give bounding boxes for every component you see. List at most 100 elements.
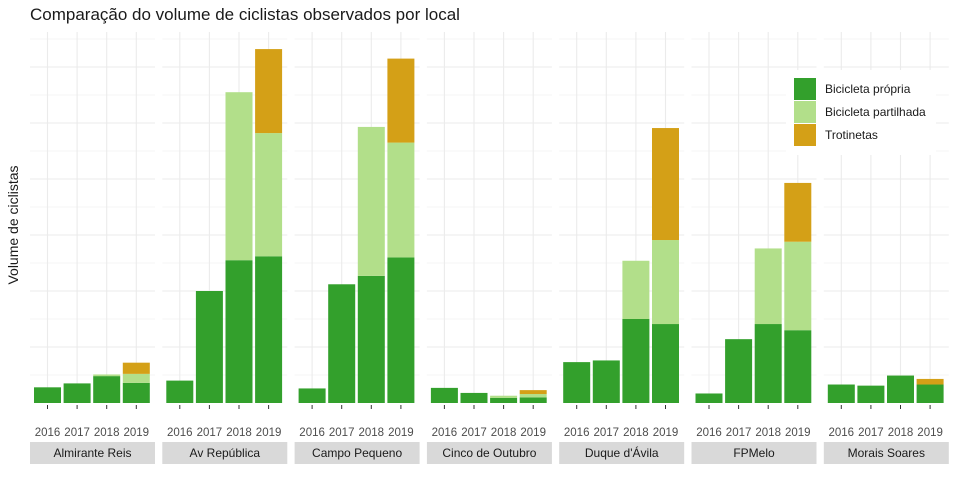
bar-bicicleta-propria-campo-pequeno-2019: Campo Pequeno 2019 — Bicicleta própria: … bbox=[387, 257, 415, 403]
x-tick-label: 2018 bbox=[359, 427, 385, 439]
x-tick-label: 2017 bbox=[594, 427, 620, 439]
legend-key-bicicleta-partilhada bbox=[794, 101, 816, 123]
bar-trotinetas-fpmelo-2019: FPMelo 2019 — Trotinetas: 1.05 bbox=[784, 182, 812, 242]
facet-panel-duque-d-avila: Duque d'Ávila 2016 — Bicicleta própria: … bbox=[559, 32, 685, 464]
x-tick-label: 2016 bbox=[35, 427, 61, 439]
bar-bicicleta-partilhada-campo-pequeno-2019: Campo Pequeno 2019 — Bicicleta partilhad… bbox=[387, 142, 415, 258]
bar-bicicleta-propria-morais-soares-2018: Morais Soares 2018 — Bicicleta própria: … bbox=[887, 375, 914, 403]
bar-bicicleta-propria-morais-soares-2019: Morais Soares 2019 — Bicicleta própria: … bbox=[916, 384, 944, 403]
legend-key-bicicleta-propria bbox=[794, 78, 816, 100]
facet-panels: Almirante Reis 2016 — Bicicleta própria:… bbox=[30, 32, 949, 464]
x-tick-label: 2017 bbox=[329, 427, 355, 439]
bar-trotinetas-almirante-reis-2019: Almirante Reis 2019 — Trotinetas: 0.2 bbox=[122, 362, 150, 374]
bar-bicicleta-propria-duque-d-avila-2019: Duque d'Ávila 2019 — Bicicleta própria: … bbox=[652, 324, 679, 403]
legend-label-bicicleta-partilhada: Bicicleta partilhada bbox=[825, 105, 926, 119]
bar-bicicleta-partilhada-fpmelo-2019: FPMelo 2019 — Bicicleta partilhada: 1.58 bbox=[784, 241, 812, 331]
x-tick-label: 2017 bbox=[197, 427, 223, 439]
bar-bicicleta-propria-morais-soares-2017: Morais Soares 2017 — Bicicleta própria: … bbox=[857, 385, 885, 403]
x-tick-label: 2019 bbox=[917, 427, 943, 439]
bar-trotinetas-campo-pequeno-2019: Campo Pequeno 2019 — Trotinetas: 1.5 bbox=[387, 58, 415, 143]
bar-bicicleta-propria-cinco-de-outubro-2016: Cinco de Outubro 2016 — Bicicleta própri… bbox=[430, 387, 458, 403]
bar-bicicleta-partilhada-almirante-reis-2019: Almirante Reis 2019 — Bicicleta partilha… bbox=[122, 373, 150, 383]
bar-trotinetas-av-republica-2019: Av República 2019 — Trotinetas: 1.5 bbox=[255, 49, 283, 134]
x-tick-label: 2016 bbox=[167, 427, 193, 439]
x-tick-label: 2018 bbox=[94, 427, 120, 439]
x-tick-label: 2019 bbox=[388, 427, 414, 439]
bar-bicicleta-partilhada-cinco-de-outubro-2018: Cinco de Outubro 2018 — Bicicleta partil… bbox=[490, 395, 518, 398]
x-tick-label: 2018 bbox=[226, 427, 252, 439]
x-tick-label: 2016 bbox=[432, 427, 458, 439]
facet-strip bbox=[426, 442, 552, 464]
legend-label-trotinetas: Trotinetas bbox=[825, 128, 878, 142]
bar-bicicleta-partilhada-almirante-reis-2018: Almirante Reis 2018 — Bicicleta partilha… bbox=[93, 374, 121, 377]
facet-strip-label: Morais Soares bbox=[848, 446, 925, 460]
bar-trotinetas-morais-soares-2019: Morais Soares 2019 — Trotinetas: 0.1 bbox=[916, 378, 944, 385]
x-tick-label: 2018 bbox=[623, 427, 649, 439]
bar-bicicleta-propria-almirante-reis-2018: Almirante Reis 2018 — Bicicleta própria:… bbox=[93, 376, 121, 403]
bar-bicicleta-propria-almirante-reis-2019: Almirante Reis 2019 — Bicicleta própria:… bbox=[122, 382, 150, 403]
facet-panel-morais-soares: Morais Soares 2016 — Bicicleta própria: … bbox=[823, 32, 949, 464]
bar-bicicleta-propria-fpmelo-2019: FPMelo 2019 — Bicicleta própria: 1.3 bbox=[784, 330, 812, 403]
facet-strip-label: Av República bbox=[190, 446, 261, 460]
bar-bicicleta-propria-av-republica-2018: Av República 2018 — Bicicleta própria: 2… bbox=[225, 260, 253, 403]
bar-bicicleta-propria-duque-d-avila-2016: Duque d'Ávila 2016 — Bicicleta própria: … bbox=[563, 362, 591, 403]
bar-trotinetas-cinco-de-outubro-2019: Cinco de Outubro 2019 — Trotinetas: 0.07 bbox=[519, 390, 547, 395]
bar-bicicleta-propria-cinco-de-outubro-2018: Cinco de Outubro 2018 — Bicicleta própri… bbox=[490, 397, 518, 403]
bar-bicicleta-partilhada-duque-d-avila-2019: Duque d'Ávila 2019 — Bicicleta partilhad… bbox=[652, 240, 679, 325]
bar-bicicleta-propria-morais-soares-2016: Morais Soares 2016 — Bicicleta própria: … bbox=[827, 384, 855, 403]
y-axis-title: Volume de ciclistas bbox=[5, 165, 21, 284]
facet-strip-label: Duque d'Ávila bbox=[585, 445, 659, 460]
x-tick-label: 2019 bbox=[256, 427, 282, 439]
x-tick-label: 2017 bbox=[64, 427, 90, 439]
bar-bicicleta-propria-cinco-de-outubro-2019: Cinco de Outubro 2019 — Bicicleta própri… bbox=[519, 397, 547, 403]
x-tick-label: 2018 bbox=[491, 427, 517, 439]
facet-panel-almirante-reis: Almirante Reis 2016 — Bicicleta própria:… bbox=[30, 32, 155, 464]
x-tick-label: 2018 bbox=[888, 427, 914, 439]
bar-bicicleta-propria-fpmelo-2017: FPMelo 2017 — Bicicleta própria: 1.14 bbox=[725, 339, 753, 403]
x-tick-label: 2019 bbox=[785, 427, 811, 439]
bar-bicicleta-partilhada-av-republica-2018: Av República 2018 — Bicicleta partilhada… bbox=[225, 92, 253, 261]
bar-bicicleta-partilhada-fpmelo-2018: FPMelo 2018 — Bicicleta partilhada: 1.35 bbox=[754, 248, 782, 325]
x-tick-label: 2017 bbox=[858, 427, 884, 439]
facet-strip-label: Campo Pequeno bbox=[312, 446, 402, 460]
bar-bicicleta-propria-almirante-reis-2016: Almirante Reis 2016 — Bicicleta própria:… bbox=[34, 387, 61, 403]
bar-trotinetas-duque-d-avila-2019: Duque d'Ávila 2019 — Trotinetas: 2 bbox=[652, 128, 679, 241]
facet-strip bbox=[162, 442, 288, 464]
facet-strip-label: FPMelo bbox=[733, 446, 775, 460]
facet-panel-cinco-de-outubro: Cinco de Outubro 2016 — Bicicleta própri… bbox=[426, 32, 552, 464]
bar-bicicleta-partilhada-av-republica-2019: Av República 2019 — Bicicleta partilhada… bbox=[255, 133, 283, 257]
x-tick-label: 2018 bbox=[755, 427, 781, 439]
facet-panel-av-republica: Av República 2016 — Bicicleta própria: 0… bbox=[162, 32, 288, 464]
legend: Bicicleta própria Bicicleta partilhada Tro… bbox=[786, 70, 936, 155]
bar-bicicleta-propria-av-republica-2019: Av República 2019 — Bicicleta própria: 2… bbox=[255, 256, 283, 403]
bar-bicicleta-partilhada-campo-pequeno-2018: Campo Pequeno 2018 — Bicicleta partilhad… bbox=[357, 126, 385, 276]
bar-bicicleta-propria-campo-pequeno-2016: Campo Pequeno 2016 — Bicicleta própria: … bbox=[298, 388, 326, 403]
legend-key-trotinetas bbox=[794, 124, 816, 146]
x-tick-label: 2019 bbox=[653, 427, 679, 439]
bar-bicicleta-propria-fpmelo-2018: FPMelo 2018 — Bicicleta própria: 1.41 bbox=[754, 324, 782, 403]
bar-bicicleta-propria-duque-d-avila-2017: Duque d'Ávila 2017 — Bicicleta própria: … bbox=[592, 360, 620, 403]
x-tick-label: 2019 bbox=[520, 427, 546, 439]
x-tick-label: 2016 bbox=[696, 427, 722, 439]
bar-bicicleta-partilhada-cinco-de-outubro-2019: Cinco de Outubro 2019 — Bicicleta partil… bbox=[519, 394, 547, 398]
bar-bicicleta-propria-fpmelo-2016: FPMelo 2016 — Bicicleta própria: 0.17 bbox=[695, 393, 723, 403]
facet-strip bbox=[30, 442, 155, 464]
x-tick-label: 2017 bbox=[461, 427, 487, 439]
facet-strip bbox=[559, 442, 685, 464]
bar-bicicleta-partilhada-duque-d-avila-2018: Duque d'Ávila 2018 — Bicicleta partilhad… bbox=[622, 260, 650, 319]
facet-panel-fpmelo: FPMelo 2016 — Bicicleta própria: 0.17 201… bbox=[691, 32, 817, 464]
x-tick-label: 2016 bbox=[829, 427, 855, 439]
bar-bicicleta-propria-almirante-reis-2017: Almirante Reis 2017 — Bicicleta própria:… bbox=[63, 383, 91, 403]
facet-panel-campo-pequeno: Campo Pequeno 2016 — Bicicleta própria: … bbox=[294, 32, 420, 464]
facet-strip bbox=[294, 442, 420, 464]
x-tick-label: 2016 bbox=[299, 427, 325, 439]
bar-bicicleta-propria-av-republica-2017: Av República 2017 — Bicicleta própria: 2 bbox=[195, 291, 223, 403]
chart-title: Comparação do volume de ciclistas observ… bbox=[30, 5, 460, 24]
bar-bicicleta-propria-cinco-de-outubro-2017: Cinco de Outubro 2017 — Bicicleta própri… bbox=[460, 392, 488, 403]
x-tick-label: 2019 bbox=[124, 427, 150, 439]
facet-strip-label: Cinco de Outubro bbox=[442, 446, 536, 460]
facet-strip-label: Almirante Reis bbox=[53, 446, 131, 460]
bar-bicicleta-propria-campo-pequeno-2018: Campo Pequeno 2018 — Bicicleta própria: … bbox=[357, 275, 385, 403]
x-tick-label: 2017 bbox=[726, 427, 752, 439]
